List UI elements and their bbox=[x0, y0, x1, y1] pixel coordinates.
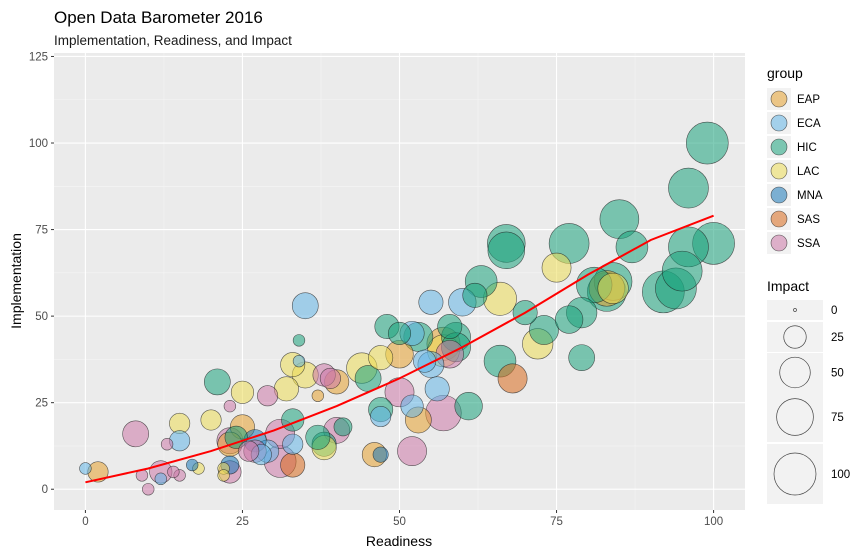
data-points bbox=[79, 121, 735, 496]
y-tick-label: 75 bbox=[35, 225, 48, 237]
y-tick-label: 100 bbox=[29, 138, 48, 150]
data-point bbox=[142, 483, 155, 496]
size-legend-label: 100 bbox=[831, 469, 850, 481]
data-point bbox=[554, 305, 584, 334]
legend-swatch bbox=[770, 138, 788, 156]
y-tick-label: 0 bbox=[42, 484, 48, 496]
size-legend-label: 0 bbox=[831, 305, 837, 317]
legend-swatch bbox=[770, 162, 788, 180]
data-point bbox=[223, 399, 237, 413]
legend-label: LAC bbox=[797, 166, 819, 178]
data-point bbox=[400, 394, 424, 418]
data-point bbox=[454, 392, 483, 421]
chart-subtitle: Implementation, Readiness, and Impact bbox=[54, 33, 292, 48]
size-legend-circle bbox=[783, 325, 807, 349]
size-legend-label: 50 bbox=[831, 368, 844, 380]
color-legend-title: group bbox=[767, 65, 803, 81]
data-point bbox=[230, 380, 255, 404]
size-legend-key bbox=[767, 353, 823, 392]
data-point bbox=[397, 436, 427, 467]
size-legend-circle bbox=[773, 452, 817, 496]
data-point bbox=[257, 385, 279, 407]
data-point bbox=[487, 231, 525, 270]
y-tick-label: 50 bbox=[35, 311, 48, 323]
legend-swatch bbox=[770, 234, 788, 252]
size-legend-label: 75 bbox=[831, 412, 844, 424]
data-point bbox=[167, 465, 180, 479]
data-point bbox=[79, 462, 92, 475]
x-tick-label: 0 bbox=[82, 516, 88, 528]
x-tick-label: 75 bbox=[550, 516, 563, 528]
x-axis-title: Readiness bbox=[366, 533, 432, 549]
data-point bbox=[568, 344, 596, 372]
data-point bbox=[615, 230, 649, 264]
legend-swatch bbox=[770, 210, 788, 228]
data-point bbox=[661, 250, 703, 292]
legend-label: SAS bbox=[797, 214, 820, 226]
x-tick-label: 50 bbox=[393, 516, 406, 528]
legend-label: HIC bbox=[797, 142, 817, 154]
y-tick-label: 25 bbox=[35, 398, 48, 410]
data-point bbox=[668, 167, 709, 209]
color-legend: group EAP ECA HIC LAC MNA SAS SSA bbox=[767, 65, 823, 254]
data-point bbox=[305, 424, 331, 450]
data-point bbox=[333, 417, 353, 437]
data-point bbox=[122, 420, 149, 448]
axis-ticks: 0 25 50 75 100 0 25 50 75 100 125 bbox=[29, 51, 723, 528]
data-point bbox=[311, 389, 324, 402]
trend-line bbox=[85, 214, 714, 484]
data-point bbox=[370, 406, 392, 428]
legend-swatch bbox=[770, 114, 788, 132]
data-point bbox=[203, 368, 231, 396]
legend-label: EAP bbox=[797, 94, 820, 106]
data-point bbox=[217, 469, 230, 482]
data-point bbox=[597, 272, 629, 305]
data-point bbox=[462, 282, 488, 308]
data-point bbox=[200, 409, 222, 431]
data-point bbox=[529, 315, 559, 345]
data-point bbox=[424, 376, 450, 402]
data-point bbox=[418, 289, 444, 315]
data-point bbox=[160, 438, 174, 451]
data-point bbox=[186, 458, 199, 472]
data-point bbox=[154, 472, 167, 486]
size-legend-key bbox=[767, 444, 823, 504]
data-point bbox=[292, 334, 306, 347]
legend-swatch bbox=[770, 186, 788, 204]
data-point bbox=[280, 452, 306, 478]
data-point bbox=[282, 433, 304, 455]
size-legend-key bbox=[767, 392, 823, 442]
size-legend-label: 25 bbox=[831, 332, 844, 344]
data-point bbox=[541, 252, 572, 283]
legend-label: MNA bbox=[797, 190, 823, 202]
size-legend-key bbox=[767, 322, 823, 352]
data-point bbox=[238, 440, 260, 462]
size-legend-circle bbox=[793, 308, 797, 312]
size-legend-title: Impact bbox=[767, 278, 809, 294]
data-point bbox=[169, 430, 191, 452]
size-legend-circle bbox=[776, 398, 814, 436]
data-point bbox=[372, 446, 389, 463]
data-point bbox=[686, 121, 729, 165]
data-point bbox=[319, 367, 341, 389]
y-tick-label: 125 bbox=[29, 51, 48, 63]
data-point bbox=[292, 354, 306, 368]
data-point bbox=[387, 321, 412, 345]
x-tick-label: 100 bbox=[704, 516, 723, 528]
size-legend-circle bbox=[779, 356, 811, 389]
data-point bbox=[368, 345, 394, 371]
legend-label: SSA bbox=[797, 238, 820, 250]
size-legend-key bbox=[767, 300, 823, 320]
legend-label: ECA bbox=[797, 118, 821, 130]
legend-swatch bbox=[770, 90, 788, 108]
chart-title: Open Data Barometer 2016 bbox=[54, 8, 263, 27]
data-point bbox=[497, 363, 528, 394]
data-point bbox=[291, 292, 319, 320]
x-tick-label: 25 bbox=[236, 516, 249, 528]
y-axis-title: Implementation bbox=[8, 233, 24, 329]
size-legend: Impact 0 25 50 75 100 bbox=[767, 278, 850, 504]
data-point bbox=[437, 314, 463, 339]
data-point bbox=[224, 425, 248, 449]
